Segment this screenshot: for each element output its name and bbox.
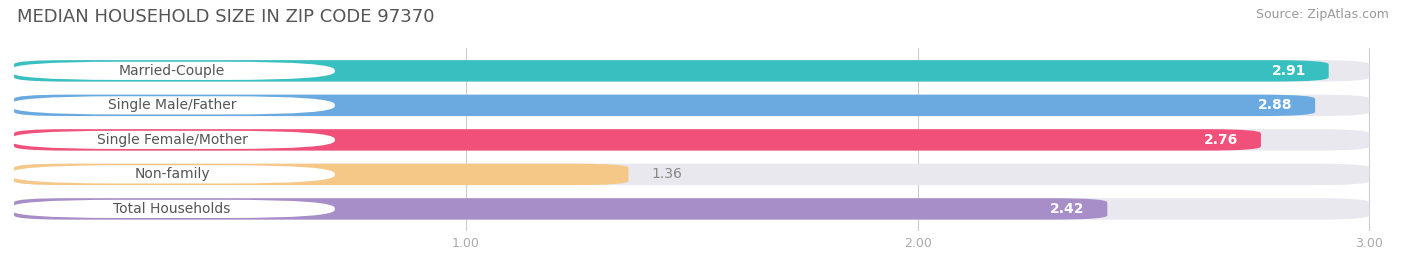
Text: Non-family: Non-family	[135, 167, 209, 181]
FancyBboxPatch shape	[14, 129, 1261, 151]
Text: Married-Couple: Married-Couple	[120, 64, 225, 78]
Text: 1.36: 1.36	[651, 167, 682, 181]
FancyBboxPatch shape	[14, 60, 1329, 82]
Text: 2.42: 2.42	[1050, 202, 1085, 216]
FancyBboxPatch shape	[10, 96, 335, 115]
FancyBboxPatch shape	[14, 198, 1108, 220]
FancyBboxPatch shape	[10, 131, 335, 149]
FancyBboxPatch shape	[10, 165, 335, 183]
Text: 2.91: 2.91	[1272, 64, 1306, 78]
Text: 2.76: 2.76	[1204, 133, 1239, 147]
FancyBboxPatch shape	[14, 164, 1369, 185]
FancyBboxPatch shape	[10, 62, 335, 80]
Text: Single Female/Mother: Single Female/Mother	[97, 133, 247, 147]
FancyBboxPatch shape	[14, 60, 1369, 82]
FancyBboxPatch shape	[10, 200, 335, 218]
Text: 2.88: 2.88	[1258, 98, 1292, 112]
Text: Single Male/Father: Single Male/Father	[108, 98, 236, 112]
FancyBboxPatch shape	[14, 164, 628, 185]
Text: Source: ZipAtlas.com: Source: ZipAtlas.com	[1256, 8, 1389, 21]
FancyBboxPatch shape	[14, 129, 1369, 151]
FancyBboxPatch shape	[14, 198, 1369, 220]
Text: Total Households: Total Households	[114, 202, 231, 216]
Text: MEDIAN HOUSEHOLD SIZE IN ZIP CODE 97370: MEDIAN HOUSEHOLD SIZE IN ZIP CODE 97370	[17, 8, 434, 26]
FancyBboxPatch shape	[14, 95, 1315, 116]
FancyBboxPatch shape	[14, 95, 1369, 116]
